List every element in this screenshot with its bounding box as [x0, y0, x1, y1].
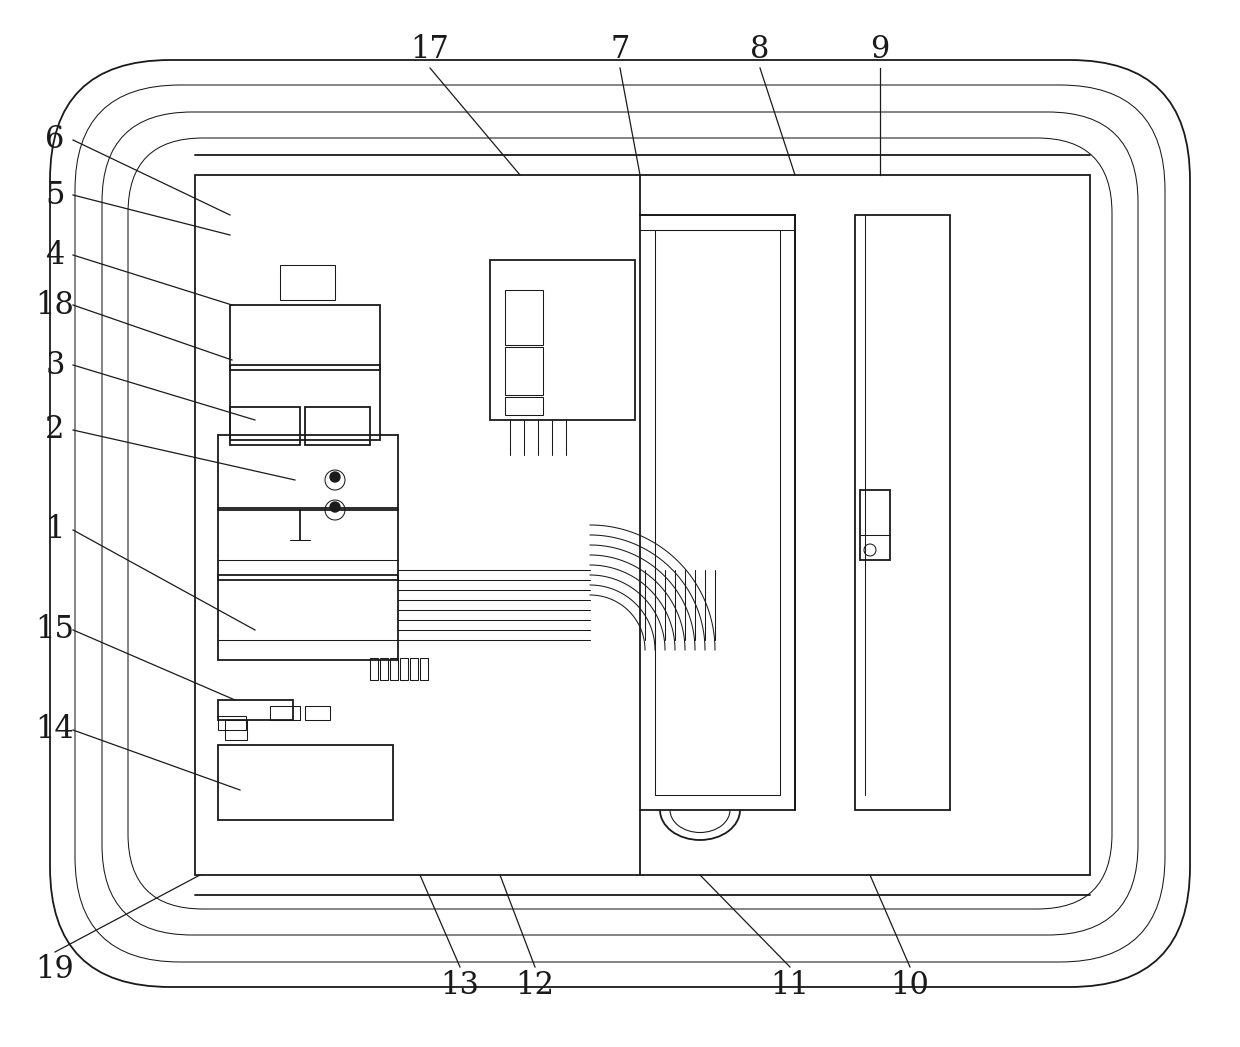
Text: 2: 2 [45, 415, 64, 446]
Text: 15: 15 [36, 615, 74, 646]
Bar [218, 575, 398, 660]
Bar [218, 508, 398, 580]
Bar [410, 658, 418, 680]
Text: 8: 8 [750, 35, 770, 66]
Bar [224, 720, 247, 740]
Bar [856, 215, 950, 810]
Bar [218, 745, 393, 820]
Bar [401, 658, 408, 680]
Bar [640, 215, 795, 810]
Text: 7: 7 [610, 35, 630, 66]
Bar [229, 365, 379, 440]
Text: 12: 12 [516, 970, 554, 1001]
Bar [655, 230, 780, 795]
Text: 1: 1 [45, 514, 64, 545]
Bar [490, 260, 635, 420]
Bar [229, 407, 300, 445]
Text: 18: 18 [36, 290, 74, 320]
Bar [270, 706, 300, 720]
Bar [218, 700, 293, 720]
Bar [505, 290, 543, 346]
Bar [861, 490, 890, 560]
Text: 6: 6 [46, 125, 64, 156]
Text: 4: 4 [46, 240, 64, 270]
Bar [218, 716, 246, 730]
Text: 19: 19 [36, 955, 74, 985]
Text: 17: 17 [410, 35, 449, 66]
Circle shape [330, 472, 340, 482]
Text: 13: 13 [440, 970, 480, 1001]
Bar [505, 347, 543, 395]
Text: 3: 3 [45, 350, 64, 380]
Bar [420, 658, 428, 680]
Text: 10: 10 [890, 970, 930, 1001]
Bar [379, 658, 388, 680]
Bar [391, 658, 398, 680]
Text: 11: 11 [770, 970, 810, 1001]
Bar [218, 435, 398, 510]
Bar [305, 706, 330, 720]
Bar [229, 305, 379, 370]
Bar [305, 407, 370, 445]
Bar [195, 175, 1090, 875]
Text: 5: 5 [45, 179, 64, 210]
Circle shape [330, 502, 340, 512]
Text: 14: 14 [36, 714, 74, 745]
Bar [505, 397, 543, 415]
Bar [280, 265, 335, 300]
Bar [370, 658, 378, 680]
Text: 9: 9 [870, 35, 889, 66]
